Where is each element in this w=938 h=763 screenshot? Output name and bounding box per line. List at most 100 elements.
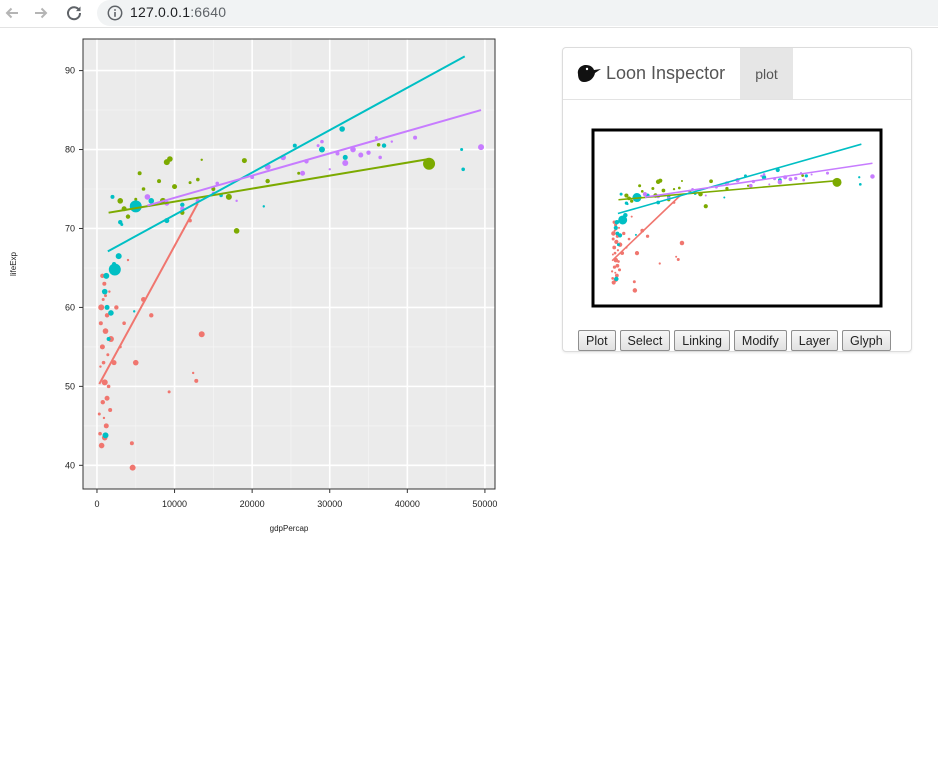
data-point[interactable] (157, 179, 162, 184)
data-point[interactable] (300, 170, 306, 176)
data-point[interactable] (98, 431, 102, 436)
data-point[interactable] (97, 412, 101, 416)
inspector-linking-button[interactable]: Linking (674, 330, 730, 351)
data-point-large[interactable] (108, 263, 121, 276)
data-point[interactable] (98, 304, 105, 311)
data-point[interactable] (478, 144, 485, 151)
info-icon[interactable] (107, 5, 123, 21)
inspector-modify-button[interactable]: Modify (733, 330, 787, 351)
data-point[interactable] (134, 197, 138, 201)
data-point[interactable] (106, 384, 111, 389)
inspector-select-button[interactable]: Select (619, 330, 671, 351)
data-point[interactable] (101, 379, 108, 386)
address-bar[interactable]: 127.0.0.1:6640 (97, 0, 938, 26)
data-point[interactable] (101, 298, 105, 302)
data-point[interactable] (104, 304, 110, 310)
data-point[interactable] (339, 126, 345, 132)
data-point[interactable] (191, 371, 195, 375)
inspector-glyph-button[interactable]: Glyph (842, 330, 891, 351)
data-point[interactable] (106, 337, 111, 341)
data-point[interactable] (104, 294, 108, 298)
data-point[interactable] (122, 321, 126, 326)
data-point[interactable] (102, 281, 107, 286)
data-point[interactable] (115, 253, 122, 260)
data-point[interactable] (167, 390, 171, 394)
data-point[interactable] (133, 310, 136, 313)
data-point[interactable] (104, 313, 110, 318)
data-point[interactable] (99, 365, 102, 368)
data-point[interactable] (167, 156, 173, 162)
data-point-large[interactable] (423, 157, 436, 170)
data-point[interactable] (106, 353, 110, 357)
data-point[interactable] (413, 135, 418, 140)
data-point[interactable] (120, 223, 124, 227)
data-point[interactable] (241, 158, 247, 164)
data-point[interactable] (101, 360, 106, 365)
data-point[interactable] (194, 378, 199, 383)
data-point[interactable] (366, 150, 371, 155)
data-point[interactable] (98, 442, 105, 449)
data-point[interactable] (225, 193, 232, 200)
data-point[interactable] (292, 143, 297, 148)
data-point[interactable] (103, 423, 109, 429)
data-point[interactable] (144, 194, 151, 200)
data-point[interactable] (196, 177, 200, 182)
data-point[interactable] (235, 199, 238, 203)
data-point[interactable] (148, 198, 155, 204)
data-point[interactable] (316, 144, 320, 148)
data-point[interactable] (137, 171, 142, 176)
data-point[interactable] (233, 228, 240, 234)
data-point[interactable] (374, 136, 378, 140)
data-point[interactable] (297, 171, 301, 175)
data-point[interactable] (378, 155, 382, 160)
data-point[interactable] (104, 395, 110, 401)
data-point[interactable] (110, 194, 115, 199)
data-point[interactable] (172, 184, 178, 190)
data-point[interactable] (390, 140, 394, 143)
data-point[interactable] (98, 321, 103, 326)
data-point[interactable] (320, 139, 324, 144)
data-point[interactable] (461, 167, 465, 172)
inspector-mini-plot[interactable] (591, 128, 883, 308)
data-point[interactable] (188, 181, 192, 185)
data-point[interactable] (99, 344, 105, 350)
data-point[interactable] (460, 148, 464, 152)
data-point[interactable] (198, 331, 205, 338)
data-point[interactable] (265, 178, 270, 184)
data-point[interactable] (129, 441, 134, 446)
forward-button[interactable] (31, 3, 51, 23)
data-point[interactable] (108, 310, 114, 316)
data-point[interactable] (117, 198, 124, 204)
data-point[interactable] (358, 152, 364, 158)
tab-plot[interactable]: plot (740, 48, 793, 99)
data-point[interactable] (180, 202, 185, 207)
back-button[interactable] (2, 3, 22, 23)
data-point[interactable] (126, 258, 130, 262)
inspector-plot-button[interactable]: Plot (578, 330, 616, 351)
data-point[interactable] (328, 168, 331, 171)
data-point[interactable] (342, 159, 349, 166)
data-point[interactable] (129, 464, 136, 471)
data-point[interactable] (125, 214, 131, 219)
data-point[interactable] (108, 290, 111, 293)
data-point[interactable] (102, 416, 106, 420)
data-point[interactable] (102, 432, 109, 439)
data-point[interactable] (149, 313, 154, 318)
main-scatter-plot[interactable]: 0 10000 20000 30000 40000 50000 40 50 60 70 80 90 gd… (0, 28, 520, 548)
data-point[interactable] (108, 408, 113, 413)
data-point[interactable] (102, 328, 109, 334)
data-point[interactable] (318, 146, 325, 153)
reload-button[interactable] (64, 3, 84, 23)
data-point[interactable] (141, 187, 146, 191)
data-point[interactable] (100, 399, 105, 405)
inspector-layer-button[interactable]: Layer (790, 330, 839, 351)
data-point[interactable] (101, 288, 108, 295)
data-point[interactable] (103, 272, 110, 279)
data-point[interactable] (376, 142, 381, 147)
data-point[interactable] (200, 158, 203, 161)
data-point-large[interactable] (129, 200, 142, 213)
data-point[interactable] (381, 143, 387, 148)
data-point[interactable] (342, 154, 348, 160)
data-point[interactable] (132, 359, 139, 366)
data-point[interactable] (111, 360, 117, 366)
